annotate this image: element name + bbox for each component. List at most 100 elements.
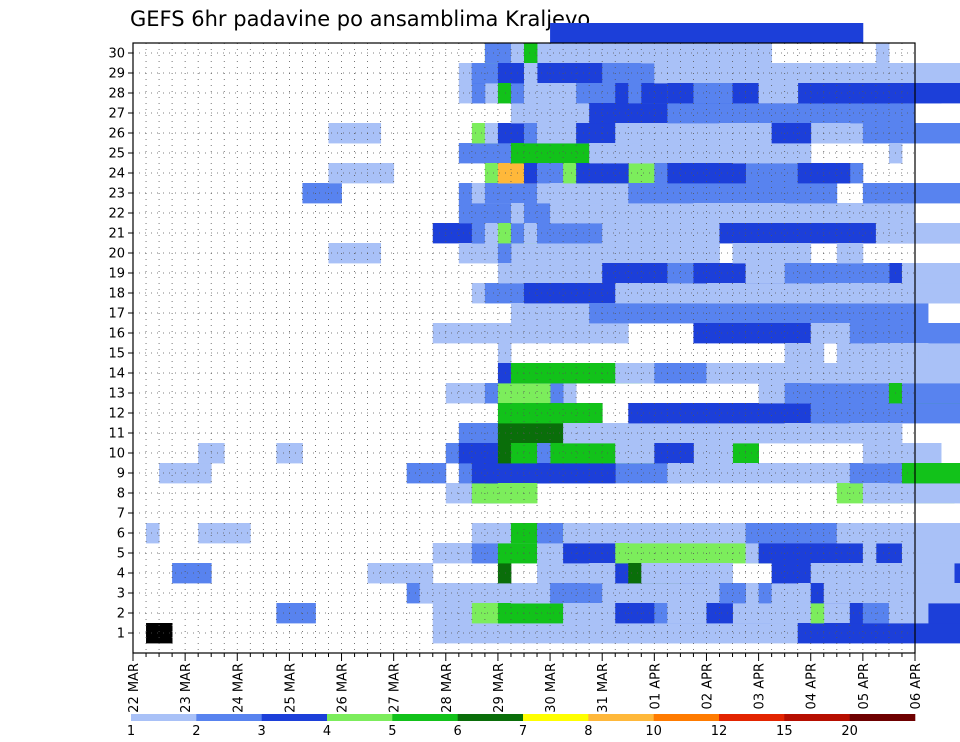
y-tick-label: 8 [117, 487, 125, 502]
heatmap-cell [862, 443, 942, 464]
colorbar-label: 3 [258, 724, 266, 739]
x-tick-label: 04 APR [805, 663, 820, 709]
y-tick-label: 18 [108, 287, 125, 302]
heatmap-cell [146, 623, 173, 644]
heatmap-cell [497, 563, 512, 584]
colorbar-swatch [196, 714, 262, 721]
y-tick-label: 20 [108, 247, 125, 262]
heatmap-cell [706, 443, 720, 464]
x-tick-label: 27 MAR [388, 663, 403, 713]
heatmap-cell [524, 63, 538, 84]
heatmap-cell [471, 83, 486, 104]
x-tick-label: 02 APR [701, 663, 716, 709]
y-tick-label: 25 [108, 147, 125, 162]
y-tick-label: 29 [108, 67, 125, 82]
heatmap-cell [667, 143, 720, 164]
heatmap-cell [875, 223, 960, 244]
colorbar-swatch [392, 714, 458, 721]
heatmap-cell [497, 243, 512, 264]
colorbar-label: 15 [776, 724, 793, 739]
colorbar-swatch [131, 714, 197, 721]
colorbar-label: 4 [323, 724, 331, 739]
y-axis-ticks: 1234567891011121314151617181920212223242… [108, 47, 133, 642]
x-tick-label: 28 MAR [440, 663, 455, 713]
colorbar-label: 5 [388, 724, 396, 739]
heatmap-cell [654, 63, 960, 84]
heatmap-cell [901, 363, 960, 384]
y-tick-label: 1 [117, 627, 125, 642]
y-tick-label: 30 [108, 47, 125, 62]
y-tick-label: 21 [108, 227, 125, 242]
heatmap-cell [758, 83, 799, 104]
x-tick-label: 06 APR [909, 663, 924, 709]
y-tick-label: 23 [108, 187, 125, 202]
heatmap-cell [497, 343, 512, 364]
heatmap-cell [667, 163, 746, 184]
x-axis-ticks: 22 MAR 23 MAR 24 MAR 25 MAR 26 MAR 27 MAR 28 M… [127, 653, 924, 713]
y-tick-label: 28 [108, 87, 125, 102]
heatmap-cell [537, 463, 551, 484]
colorbar-label: 8 [584, 724, 592, 739]
y-tick-label: 4 [117, 567, 125, 582]
y-tick-label: 7 [117, 507, 125, 522]
y-tick-label: 26 [108, 127, 125, 142]
heatmap-cell [797, 623, 960, 644]
heatmap-cell [667, 103, 916, 124]
heatmap-cell [497, 63, 512, 84]
heatmap-cell [302, 183, 342, 204]
y-tick-label: 15 [108, 347, 125, 362]
y-tick-label: 22 [108, 207, 125, 222]
y-tick-label: 9 [117, 467, 125, 482]
heatmap-cell [537, 443, 551, 464]
heatmap-cell [276, 603, 316, 624]
colorbar-label: 1 [127, 724, 135, 739]
colorbar-label: 12 [711, 724, 728, 739]
y-tick-label: 12 [108, 407, 125, 422]
heatmap-cell [862, 123, 960, 144]
heatmap-cell [484, 243, 629, 264]
x-tick-label: 31 MAR [596, 663, 611, 713]
heatmap-cell [862, 543, 877, 564]
colorbar-swatch [849, 714, 916, 721]
heatmap-cell [497, 383, 551, 404]
y-tick-label: 2 [117, 607, 125, 622]
heatmap-cell [432, 323, 629, 344]
heatmap-cell [524, 43, 538, 64]
x-tick-label: 26 MAR [336, 663, 351, 713]
heatmap-cell [706, 283, 746, 304]
heatmap-cell [849, 323, 960, 344]
colorbar-swatch [261, 714, 328, 721]
heatmap-cell [159, 463, 212, 484]
heatmap-cell [901, 463, 960, 484]
heatmap-cell [875, 523, 960, 544]
colorbar-label: 6 [454, 724, 462, 739]
heatmap-cell [875, 43, 890, 64]
heatmap-cell [641, 563, 733, 584]
colorbar-swatch [653, 714, 720, 721]
heatmap-cell [784, 263, 890, 284]
x-tick-label: 05 APR [857, 663, 872, 709]
x-tick-label: 29 MAR [492, 663, 507, 713]
heatmap-cell [563, 423, 890, 444]
y-tick-label: 24 [108, 167, 125, 182]
heatmap-cell [146, 523, 160, 544]
chart-title: GEFS 6hr padavine po ansamblima Kraljevo [130, 7, 590, 31]
x-tick-label: 01 APR [648, 663, 663, 709]
colorbar-swatch [588, 714, 654, 721]
heatmap-cell [497, 263, 603, 284]
heatmap-cell [719, 583, 746, 604]
x-tick-label: 30 MAR [544, 663, 559, 713]
heatmap-cell [198, 523, 251, 544]
y-tick-label: 3 [117, 587, 125, 602]
y-tick-label: 16 [108, 327, 125, 342]
colorbar-label: 7 [519, 724, 527, 739]
heatmap-cell [784, 423, 825, 444]
heatmap-cell [823, 283, 960, 304]
heatmap-cell [641, 43, 773, 64]
y-tick-label: 27 [108, 107, 125, 122]
heatmap-cell [550, 23, 864, 44]
heatmap-cell [810, 403, 960, 424]
colorbar-swatch [784, 714, 850, 721]
y-tick-label: 19 [108, 267, 125, 282]
